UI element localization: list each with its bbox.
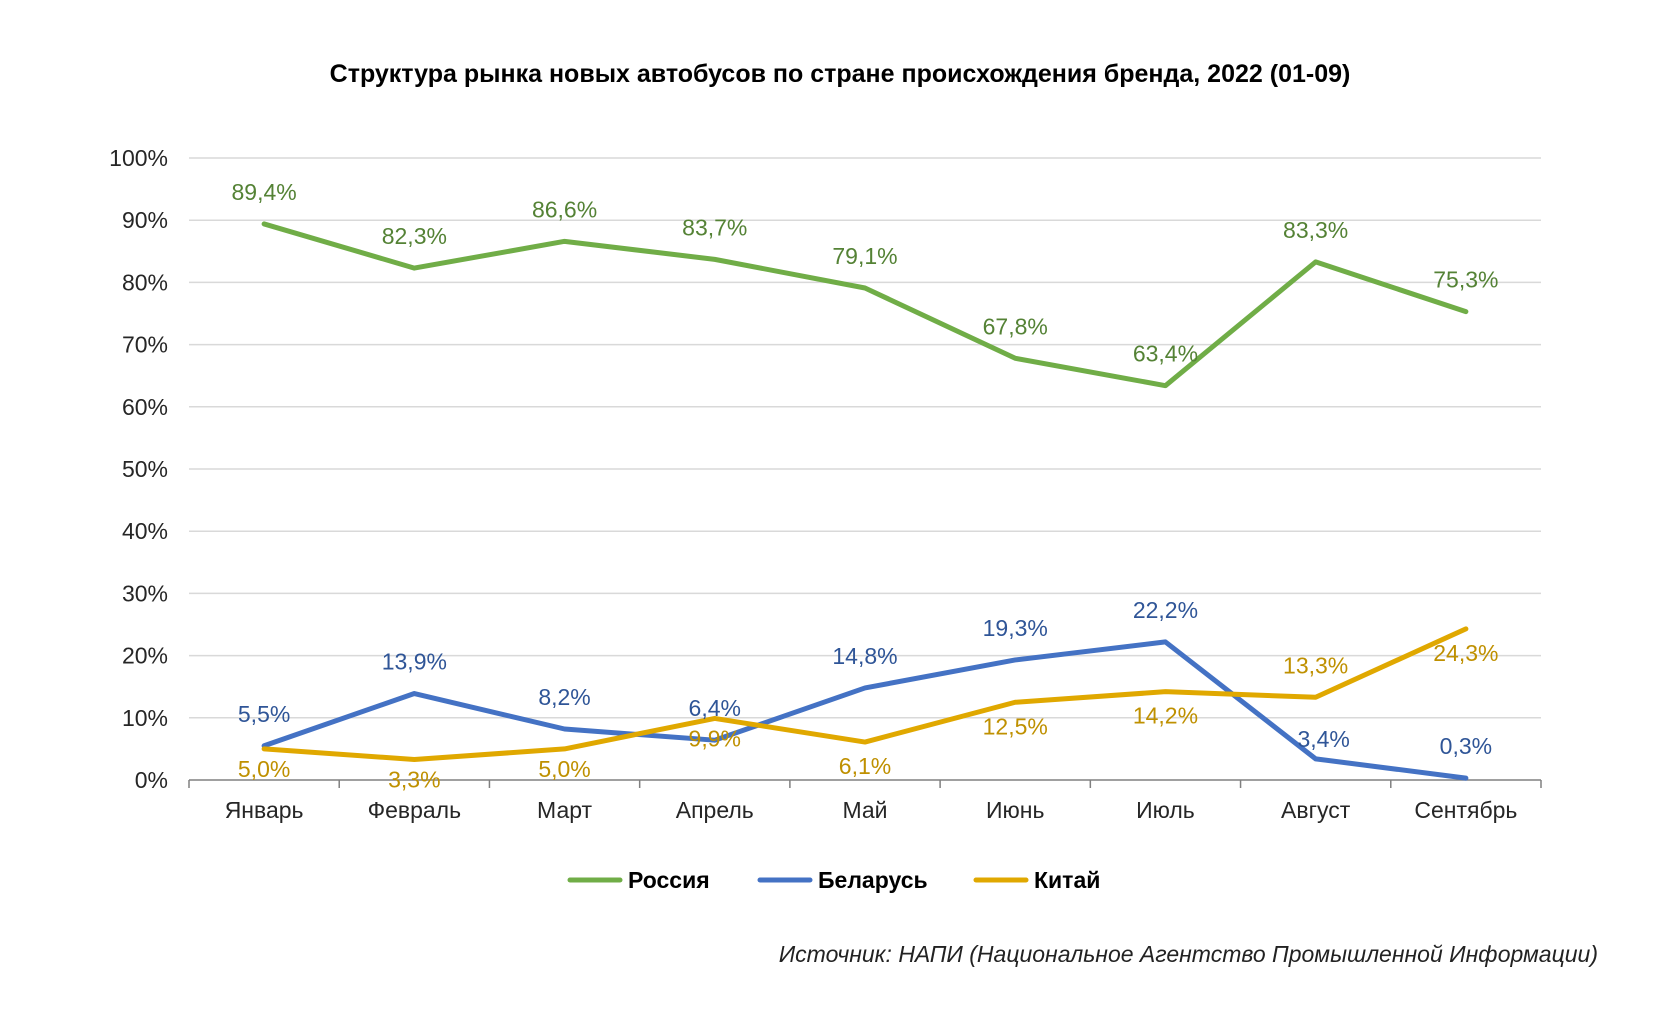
y-tick-label: 40% [122,518,168,544]
x-tick-label: Апрель [676,797,754,823]
data-label: 22,2% [1133,597,1198,623]
series-line-1 [261,639,1469,781]
legend-label: Беларусь [818,867,928,893]
data-label: 14,2% [1133,703,1198,729]
data-label: 0,3% [1440,733,1492,759]
data-label: 9,9% [689,725,741,751]
data-label: 8,2% [538,684,590,710]
data-label: 12,5% [983,713,1048,739]
y-axis-ticks: 0% 10% 20% 30% 40% 50% 60% 70% 80% 90% 100% [109,145,168,793]
series-line-2 [261,626,1469,762]
data-label: 83,7% [682,214,747,240]
y-tick-label: 10% [122,705,168,731]
y-tick-label: 60% [122,394,168,420]
y-tick-label: 90% [122,207,168,233]
x-tick-label: Июнь [986,797,1044,823]
x-tick-label: Январь [225,797,304,823]
x-axis-ticks: Январь Февраль Март Апрель Май Июнь Июль Август… [225,797,1518,823]
data-label: 82,3% [382,223,447,249]
legend-label: Китай [1034,867,1100,893]
series-lines [261,221,1469,781]
x-tick-label: Май [842,797,887,823]
y-tick-label: 100% [109,145,168,171]
data-label: 75,3% [1433,267,1498,293]
data-label: 6,1% [839,753,891,779]
x-tick-label: Август [1281,797,1351,823]
data-label: 5,0% [538,756,590,782]
legend-label: Россия [628,867,710,893]
x-tick-label: Июль [1136,797,1195,823]
data-label: 86,6% [532,196,597,222]
data-label: 83,3% [1283,217,1348,243]
source-note: Источник: НАПИ (Национальное Агентство П… [779,941,1598,967]
data-label: 79,1% [832,243,897,269]
data-label: 5,0% [238,756,290,782]
data-label: 14,8% [832,643,897,669]
data-label: 13,3% [1283,652,1348,678]
legend: Россия Беларусь Китай [567,867,1100,893]
x-tick-label: Февраль [368,797,461,823]
y-tick-label: 70% [122,332,168,358]
y-tick-label: 80% [122,269,168,295]
y-tick-label: 20% [122,643,168,669]
data-label: 3,4% [1297,726,1349,752]
data-label: 13,9% [382,649,447,675]
chart-title: Структура рынка новых автобусов по стран… [330,60,1351,88]
data-label: 3,3% [388,766,440,792]
data-label: 89,4% [232,179,297,205]
data-label: 19,3% [983,615,1048,641]
data-label: 5,5% [238,701,290,727]
data-label: 24,3% [1433,640,1498,666]
series-line-0 [261,221,1469,389]
data-label: 63,4% [1133,341,1198,367]
y-tick-label: 50% [122,456,168,482]
y-tick-label: 0% [135,767,168,793]
x-tick-label: Март [537,797,592,823]
x-tick-label: Сентябрь [1414,797,1517,823]
data-label: 67,8% [983,313,1048,339]
data-label: 6,4% [689,695,741,721]
y-tick-label: 30% [122,580,168,606]
gridlines [188,157,1542,788]
data-labels: 89,4% 82,3% 86,6% 83,7% 79,1% 67,8% 63,4% 83,3%… [232,179,1499,793]
